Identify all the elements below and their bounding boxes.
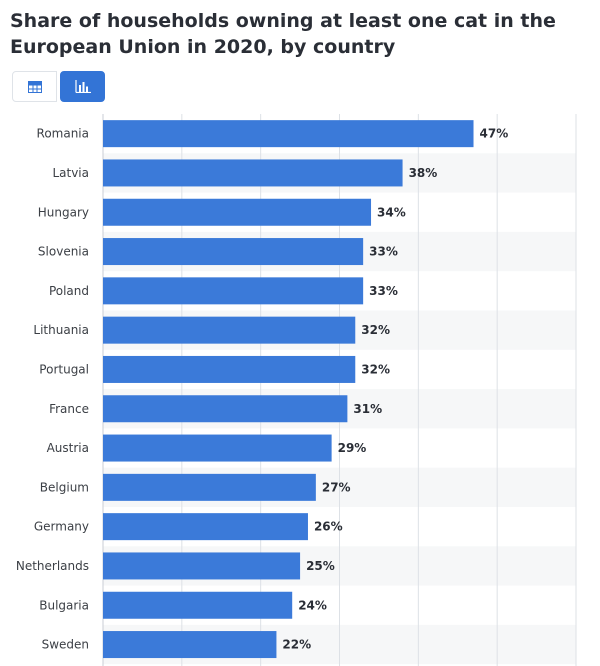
bar xyxy=(103,591,293,619)
bar xyxy=(103,198,372,226)
category-label: Netherlands xyxy=(16,559,89,573)
category-label: Belgium xyxy=(40,480,89,494)
bar-chart-icon xyxy=(74,80,91,93)
category-label: Romania xyxy=(37,127,89,141)
table-icon xyxy=(27,80,42,93)
value-label: 32% xyxy=(361,323,390,337)
value-label: 34% xyxy=(377,205,406,219)
value-label: 32% xyxy=(361,362,390,376)
bar xyxy=(103,159,403,187)
category-label: Austria xyxy=(47,441,89,455)
category-label: Germany xyxy=(34,520,89,534)
bar xyxy=(103,316,356,344)
bar xyxy=(103,631,277,659)
bar xyxy=(103,120,474,148)
value-label: 33% xyxy=(369,284,398,298)
value-label: 31% xyxy=(353,402,382,416)
bar xyxy=(103,552,301,580)
category-label: Sweden xyxy=(42,638,89,652)
bar xyxy=(103,395,348,423)
bar xyxy=(103,238,364,266)
value-label: 22% xyxy=(282,638,311,652)
bar xyxy=(103,277,364,305)
value-label: 29% xyxy=(338,441,367,455)
value-label: 33% xyxy=(369,245,398,259)
value-label: 47% xyxy=(480,127,509,141)
value-label: 24% xyxy=(298,598,327,612)
value-label: 25% xyxy=(306,559,335,573)
category-label: Portugal xyxy=(39,362,89,376)
chart-view-button[interactable] xyxy=(60,71,105,102)
value-label: 38% xyxy=(409,166,438,180)
bar xyxy=(103,434,332,462)
category-label: Poland xyxy=(49,284,89,298)
value-label: 26% xyxy=(314,520,343,534)
bar-chart: Romania 47% Latvia 38% Hungary 34% Slovenia 33%… xyxy=(16,114,577,666)
view-toggle xyxy=(12,71,105,102)
bar xyxy=(103,473,316,501)
bar xyxy=(103,513,308,541)
category-label: Hungary xyxy=(38,205,89,219)
category-label: France xyxy=(49,402,89,416)
chart-title: Share of households owning at least one … xyxy=(10,10,556,58)
category-label: Bulgaria xyxy=(39,598,89,612)
category-label: Lithuania xyxy=(33,323,89,337)
category-label: Slovenia xyxy=(38,245,89,259)
category-label: Latvia xyxy=(52,166,89,180)
bar xyxy=(103,355,356,383)
value-label: 27% xyxy=(322,480,351,494)
table-view-button[interactable] xyxy=(12,71,57,102)
